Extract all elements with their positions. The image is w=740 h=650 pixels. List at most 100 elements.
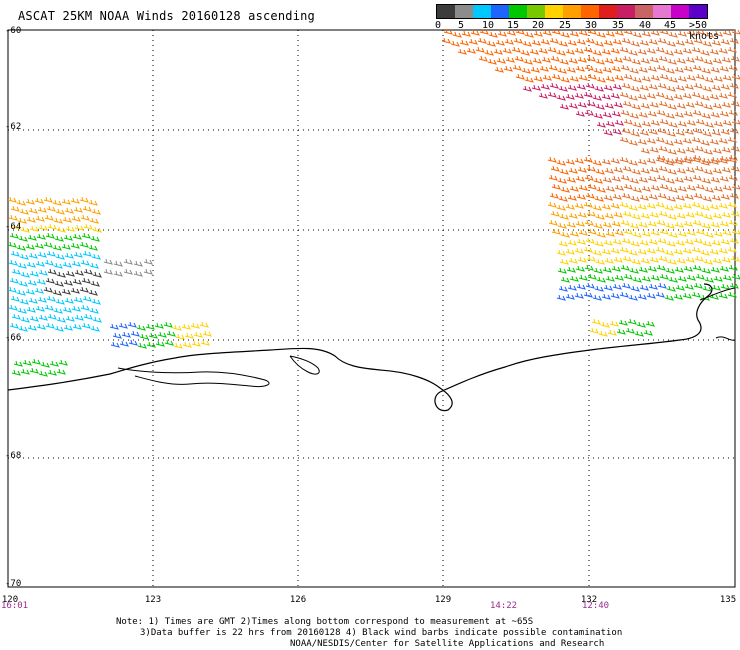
wind-barb (551, 183, 561, 190)
wind-barb (646, 47, 656, 54)
wind-barb (8, 304, 18, 311)
wind-barb (17, 217, 27, 224)
wind-barb (728, 264, 738, 271)
wind-barb (728, 109, 738, 116)
wind-barb (72, 233, 82, 240)
wind-barb (665, 267, 675, 274)
wind-barb (556, 159, 566, 166)
wind-barb (702, 85, 712, 92)
wind-barb (700, 49, 710, 56)
wind-barb (58, 359, 68, 366)
wind-barb (701, 177, 711, 184)
wind-barb (657, 192, 667, 199)
wind-barb (668, 186, 678, 193)
wind-barb (703, 213, 713, 220)
wind-barb (560, 231, 570, 238)
wind-barb (576, 238, 586, 245)
wind-barb (621, 237, 631, 244)
wind-barb (620, 219, 630, 226)
wind-barb (621, 127, 631, 134)
wind-barb (637, 248, 647, 255)
wind-barb (62, 216, 72, 223)
wind-barb (565, 48, 575, 55)
wind-barb (550, 55, 560, 62)
legend-label: >50 knots (689, 20, 720, 42)
wind-barb (565, 93, 575, 100)
wind-barb (522, 40, 532, 47)
wind-barb (601, 158, 611, 165)
wind-barb (28, 207, 38, 214)
wind-barb (673, 48, 683, 55)
wind-barb (459, 39, 469, 46)
wind-barb (636, 321, 646, 328)
wind-barb (656, 154, 666, 161)
wind-barb (556, 249, 566, 256)
wind-barb (557, 67, 567, 74)
wind-barb (613, 56, 623, 63)
wind-barb (575, 220, 585, 227)
wind-barb (675, 129, 685, 136)
wind-barb (674, 156, 684, 163)
wind-barb (655, 91, 665, 98)
wind-barb (47, 223, 57, 230)
wind-barb (668, 121, 678, 128)
wind-barb (613, 101, 623, 108)
wind-barb (650, 229, 660, 236)
wind-barb (631, 103, 641, 110)
wind-barb (46, 250, 56, 257)
wind-barb (577, 56, 587, 63)
wind-barb (88, 289, 98, 296)
wind-barb (649, 101, 659, 108)
wind-barb (127, 321, 137, 328)
wind-barb (602, 111, 612, 118)
footnote-line-3: NOAA/NESDIS/Center for Satellite Applica… (290, 639, 605, 649)
wind-barb (494, 66, 504, 73)
pass-time-label: 16:01 (1, 601, 29, 611)
wind-barb (720, 128, 730, 135)
wind-barb (181, 323, 191, 330)
wind-barb (610, 247, 620, 254)
wind-barb (682, 92, 692, 99)
wind-barb (46, 205, 56, 212)
wind-barb (576, 283, 586, 290)
wind-barb (55, 208, 65, 215)
wind-barb (34, 197, 44, 204)
wind-barb (638, 66, 648, 73)
wind-barb (638, 176, 648, 183)
wind-barb (701, 222, 711, 229)
wind-barb (70, 197, 80, 204)
wind-barb (728, 154, 738, 161)
wind-barb (38, 370, 48, 377)
wind-barb (56, 226, 66, 233)
wind-barb (522, 85, 532, 92)
wind-barb (694, 100, 704, 107)
wind-barb (549, 82, 559, 89)
wind-barb (36, 233, 46, 240)
wind-barb (646, 92, 656, 99)
wind-barb (728, 64, 738, 71)
wind-barb (686, 274, 696, 281)
wind-barb (157, 331, 167, 338)
wind-barb (173, 342, 183, 349)
wind-barb (640, 167, 650, 174)
wind-barb (595, 103, 605, 110)
wind-barb (631, 58, 641, 65)
wind-barb (35, 215, 45, 222)
wind-barb (577, 101, 587, 108)
wind-barb (646, 157, 656, 164)
wind-barb (556, 49, 566, 56)
wind-barb (27, 324, 37, 331)
wind-barb (450, 40, 460, 47)
wind-barb (17, 262, 27, 269)
wind-barb (693, 82, 703, 89)
wind-speed-legend: 0 5 10 15 20 25 30 35 40 45 >50 knots (435, 4, 719, 42)
wind-barb (731, 228, 740, 235)
wind-barb (586, 255, 596, 262)
wind-barb (603, 284, 613, 291)
wind-barb (585, 37, 595, 44)
lon-label: 129 (434, 595, 452, 605)
wind-barb (677, 230, 687, 237)
wind-barb (568, 212, 578, 219)
wind-barb (623, 28, 633, 35)
wind-barb (43, 196, 53, 203)
